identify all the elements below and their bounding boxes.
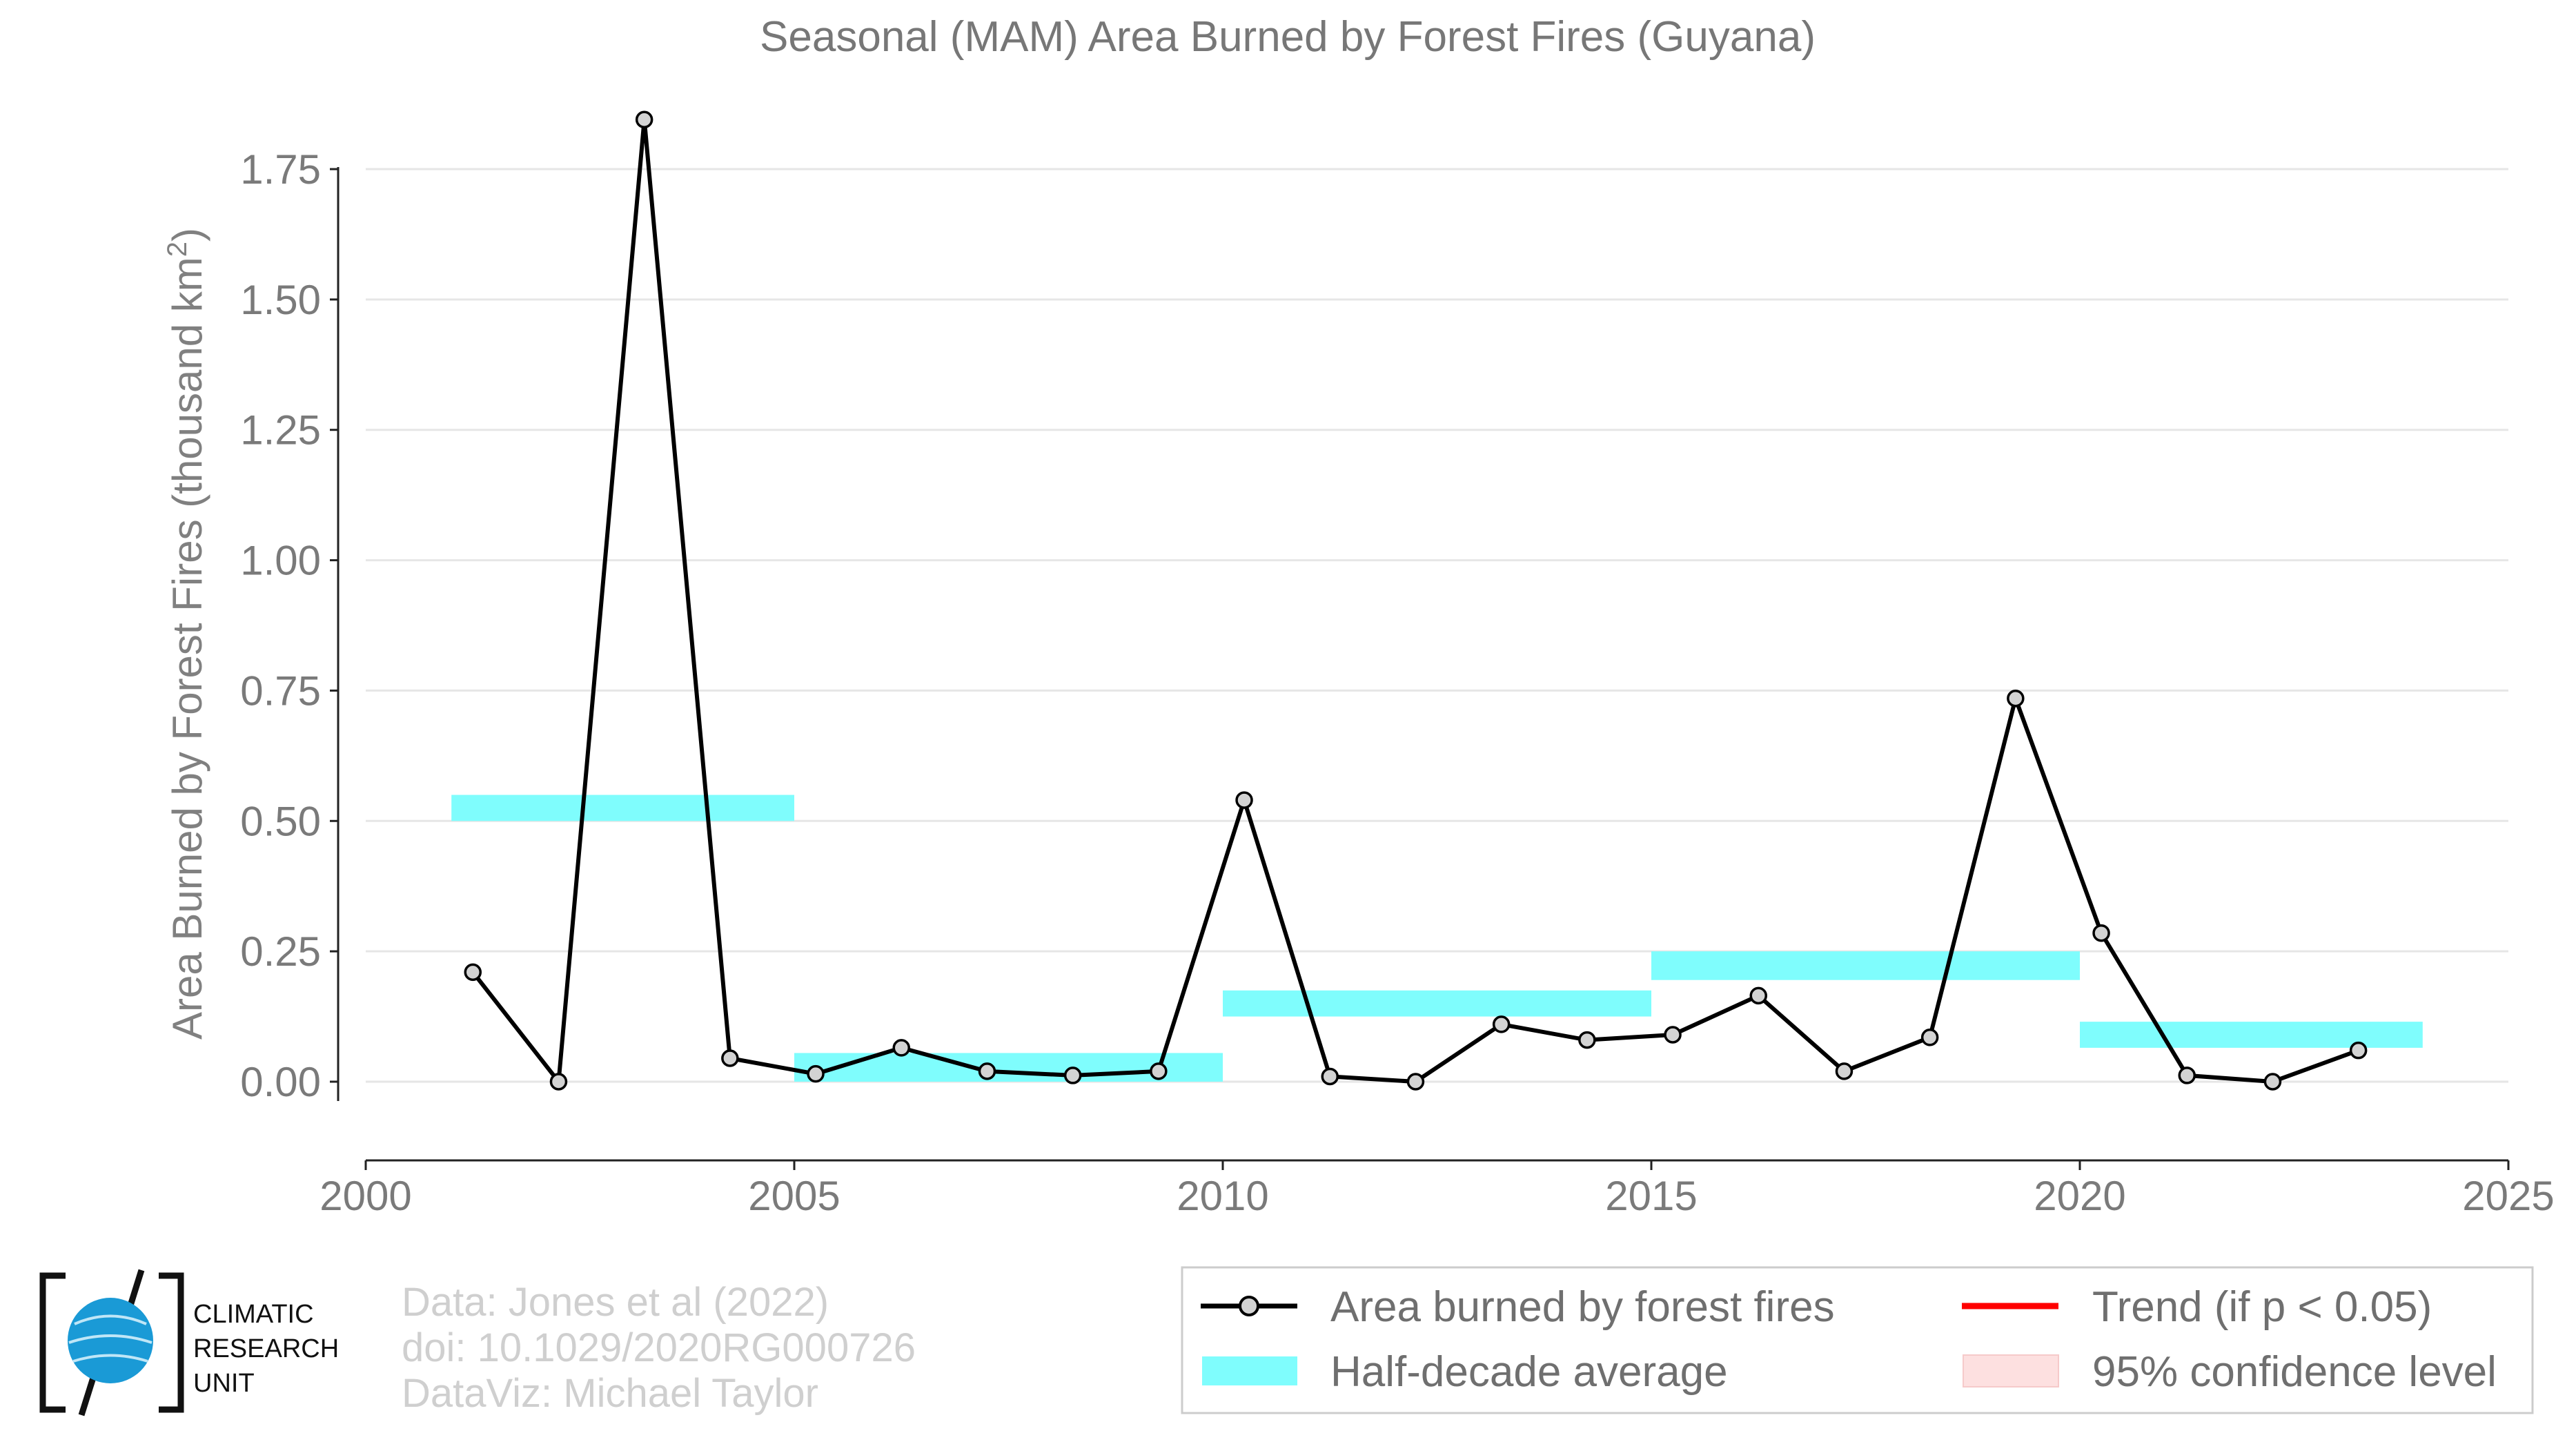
data-point	[721, 1049, 739, 1067]
x-tick-label: 2005	[748, 1173, 840, 1219]
half-decade-bar	[451, 795, 794, 821]
data-point	[464, 963, 482, 982]
x-ticks: 2000 2005 2010 2015 2020 2025	[319, 1160, 2555, 1219]
series-line	[471, 117, 2359, 1084]
y-axis-label: Area Burned by Forest Fires (thousand km…	[162, 228, 210, 1040]
x-tick-label: 2025	[2462, 1173, 2554, 1219]
data-point	[1578, 1031, 1596, 1049]
data-point	[1664, 1026, 1682, 1044]
y-tick-label: 1.25	[240, 407, 321, 454]
credit-doi: doi: 10.1029/2020RG000726	[402, 1325, 916, 1370]
y-ticks: 0.00 0.25 0.50 0.75 1.00 1.25 1.50 1.75	[240, 146, 338, 1105]
data-point	[1749, 986, 1767, 1005]
data-point	[2092, 924, 2110, 942]
data-point	[549, 1073, 568, 1091]
y-tick-label: 1.75	[240, 146, 321, 193]
logo-text-unit: UNIT	[193, 1369, 255, 1398]
data-point	[892, 1039, 910, 1057]
legend-marker-sample	[1239, 1296, 1259, 1316]
y-tick-label: 1.00	[240, 538, 321, 584]
half-decade-bars	[451, 795, 2423, 1082]
grid-lines	[366, 168, 2508, 1083]
y-tick-label: 0.50	[240, 798, 321, 844]
data-point	[2349, 1041, 2368, 1060]
logo-bracket-left	[39, 1272, 66, 1413]
data-point	[807, 1064, 825, 1083]
chart-title: Seasonal (MAM) Area Burned by Forest Fir…	[760, 13, 1816, 61]
y-tick-label: 0.25	[240, 928, 321, 975]
cru-logo: CLIMATIC RESEARCH UNIT	[39, 1269, 339, 1416]
data-point	[978, 1062, 996, 1080]
legend-half-decade-patch	[1202, 1356, 1297, 1385]
y-tick-label: 1.50	[240, 277, 321, 323]
y-tick-label: 0.75	[240, 668, 321, 714]
legend-box	[1181, 1266, 2534, 1414]
legend-confidence-patch	[1963, 1354, 2059, 1387]
half-decade-bar	[1651, 951, 2080, 980]
logo-bracket-right	[159, 1272, 184, 1413]
legend: Area burned by forest fires Trend (if p …	[1181, 1266, 2534, 1414]
legend-label-confidence: 95% confidence level	[2092, 1348, 2497, 1396]
x-tick-label: 2015	[1605, 1173, 1697, 1219]
logo-text-research: RESEARCH	[193, 1334, 339, 1363]
axes	[337, 167, 2508, 1162]
legend-label-trend: Trend (if p < 0.05)	[2092, 1283, 2432, 1331]
data-point	[2263, 1073, 2282, 1091]
data-point	[1235, 791, 1253, 809]
series-area-burned	[464, 110, 2368, 1091]
half-decade-bar	[2080, 1022, 2423, 1048]
data-point	[1406, 1073, 1425, 1091]
data-point	[1492, 1015, 1511, 1033]
half-decade-bar	[1223, 990, 1651, 1017]
credit-dataviz: DataViz: Michael Taylor	[402, 1371, 818, 1416]
data-point	[1150, 1062, 1168, 1080]
data-point	[2007, 690, 2025, 708]
data-point	[1920, 1029, 1939, 1046]
legend-label-area: Area burned by forest fires	[1330, 1283, 1835, 1331]
credit-data-source: Data: Jones et al (2022)	[402, 1280, 829, 1325]
y-tick-label: 0.00	[240, 1059, 321, 1105]
x-tick-label: 2000	[319, 1173, 411, 1219]
data-point	[635, 110, 653, 128]
legend-label-half-decade: Half-decade average	[1330, 1348, 1728, 1396]
data-point	[1321, 1067, 1339, 1086]
x-tick-label: 2010	[1177, 1173, 1268, 1219]
credits: Data: Jones et al (2022) doi: 10.1029/20…	[402, 1280, 916, 1416]
logo-text-climatic: CLIMATIC	[193, 1300, 314, 1329]
x-tick-label: 2020	[2034, 1173, 2125, 1219]
data-point	[1835, 1062, 1854, 1080]
data-point	[2178, 1067, 2196, 1084]
data-point	[1063, 1067, 1082, 1084]
